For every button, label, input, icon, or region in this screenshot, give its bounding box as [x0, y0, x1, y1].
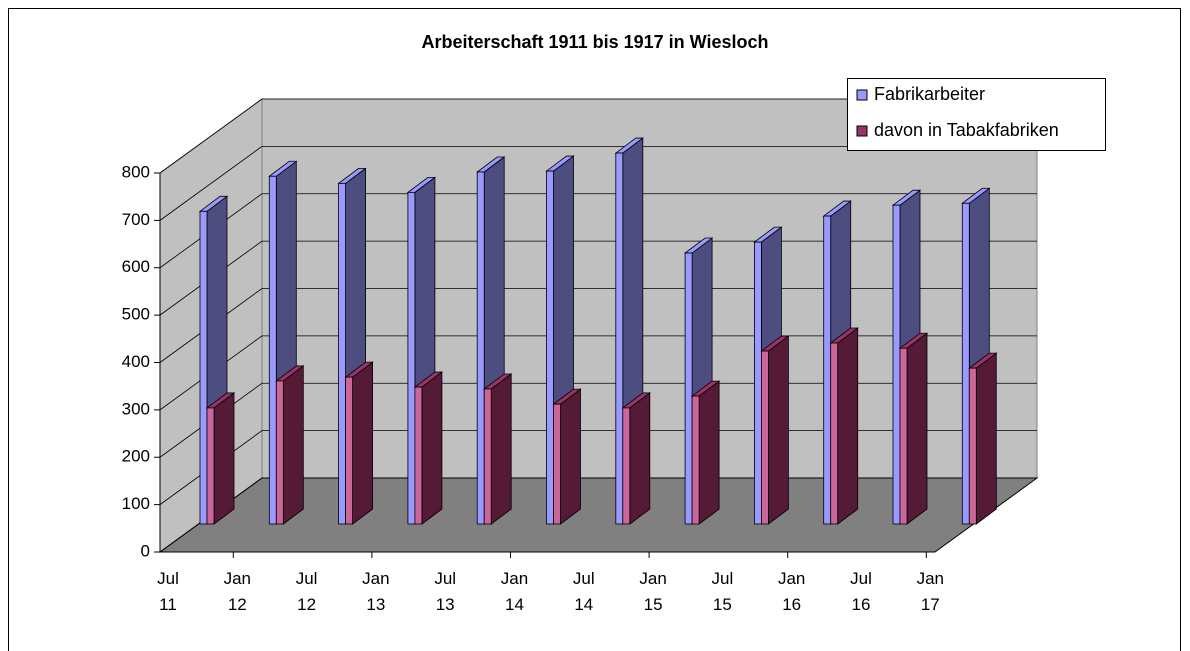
y-tick-label: 500	[122, 305, 150, 324]
bar-front	[407, 191, 416, 525]
bar	[968, 352, 998, 525]
bar-front	[622, 407, 631, 525]
bar-front	[476, 171, 485, 525]
legend-swatch	[856, 125, 868, 137]
x-tick-label: Jul 14	[572, 569, 595, 614]
bar-side	[698, 380, 720, 525]
y-tick-label: 200	[122, 447, 150, 466]
bar	[483, 373, 513, 525]
bar-side	[975, 352, 997, 525]
bar-front	[615, 152, 624, 525]
bar	[621, 392, 651, 525]
bar-front	[754, 241, 762, 525]
chart-border	[8, 8, 1181, 651]
x-tick-label: Jan 17	[916, 569, 944, 614]
bar-front	[546, 170, 554, 525]
bar-front	[275, 380, 284, 525]
x-tick-label: Jan 14	[500, 569, 529, 614]
bar-front	[268, 175, 277, 525]
x-tick-label: Jul 15	[711, 569, 734, 614]
y-tick-label: 600	[122, 257, 150, 276]
bar-front	[899, 347, 908, 525]
bar	[760, 335, 790, 525]
bar-side	[352, 361, 374, 525]
bar-front	[684, 252, 693, 525]
y-tick-label: 300	[122, 399, 150, 418]
bar-front	[961, 202, 970, 525]
bar-side	[906, 332, 928, 525]
bar-front	[199, 210, 208, 525]
x-tick-label: Jan 12	[223, 569, 251, 614]
bar-front	[483, 388, 492, 525]
bar-side	[421, 371, 443, 525]
bar-side	[560, 388, 581, 525]
bar-front	[206, 407, 215, 525]
y-tick-label: 100	[122, 494, 150, 513]
x-tick-label: Jul 11	[157, 569, 179, 614]
legend-label: davon in Tabakfabriken	[874, 120, 1059, 140]
legend-label: Fabrikarbeiter	[874, 84, 985, 104]
y-tick-label: 700	[122, 210, 150, 229]
bar	[552, 388, 582, 525]
bar-front	[553, 403, 561, 525]
bar-front	[691, 395, 700, 525]
legend-swatch	[856, 89, 868, 101]
bar-front	[338, 182, 347, 525]
bar-side	[282, 365, 304, 525]
bar	[829, 327, 859, 525]
grid-line	[159, 193, 1037, 269]
bar	[205, 392, 236, 525]
bar-front	[761, 350, 769, 525]
bar-side	[837, 327, 859, 525]
grid-line	[159, 145, 1037, 221]
x-tick-label: Jul 12	[295, 569, 318, 614]
bar	[275, 365, 305, 525]
bar	[898, 332, 929, 525]
bar-side	[629, 392, 651, 525]
bar-side	[490, 373, 512, 525]
bar	[344, 361, 374, 525]
y-tick-label: 0	[141, 541, 150, 560]
legend-box	[847, 78, 1106, 151]
x-tick-label: Jul 13	[434, 569, 457, 614]
x-tick-label: Jan 16	[777, 569, 806, 614]
bar-front	[823, 215, 832, 525]
x-tick-label: Jul 16	[850, 569, 872, 614]
chart-title: Arbeiterschaft 1911 bis 1917 in Wiesloch	[422, 32, 769, 52]
y-tick-label: 400	[122, 352, 150, 371]
bar	[413, 371, 444, 525]
grid-line	[159, 98, 1037, 174]
x-tick-label: Jan 15	[639, 569, 667, 614]
x-tick-label: Jan 13	[362, 569, 390, 614]
bar-front	[892, 204, 901, 525]
bar-side	[213, 392, 235, 525]
bar-front	[968, 367, 977, 525]
bar-front	[830, 342, 839, 525]
y-tick-label: 800	[122, 162, 150, 181]
bar-side	[768, 335, 789, 525]
bar-front	[345, 376, 354, 525]
bar-front	[414, 386, 423, 525]
bar	[690, 380, 721, 525]
